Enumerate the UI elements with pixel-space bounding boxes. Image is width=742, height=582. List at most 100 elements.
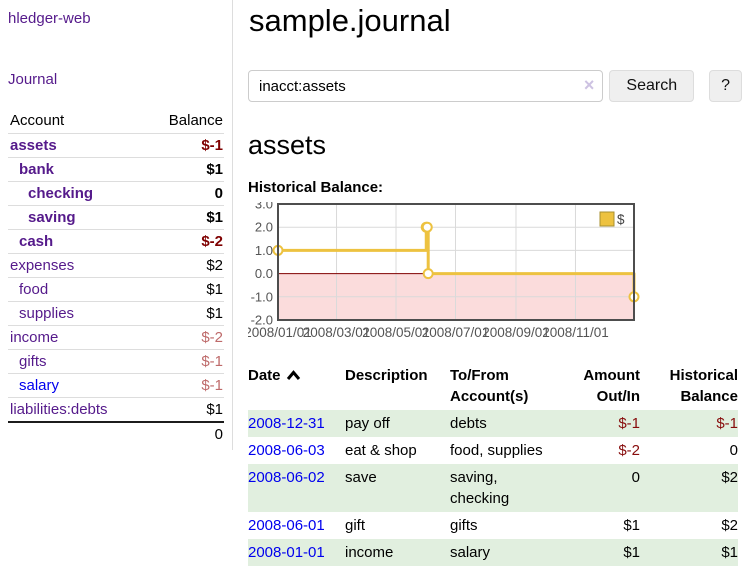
register-table-body: 2008-12-31 pay off debts $-1 $-1 2008-06-03 ea… — [248, 410, 738, 566]
transaction-amount: $1 — [623, 544, 640, 561]
account-row: bank $1 — [8, 157, 224, 182]
account-link-gifts[interactable]: gifts — [19, 353, 47, 370]
accounts-column-header: Account — [10, 112, 65, 129]
account-link-food[interactable]: food — [19, 281, 49, 298]
account-row: assets $-1 — [8, 133, 224, 158]
transaction-balance: $-1 — [716, 415, 738, 432]
plot-border — [277, 203, 635, 321]
account-link-bank[interactable]: bank — [19, 161, 55, 178]
account-row: salary $-1 — [8, 373, 224, 398]
transaction-balance: 0 — [729, 442, 738, 459]
transaction-date-link[interactable]: 2008-12-31 — [248, 415, 325, 432]
transaction-accounts: debts — [450, 415, 487, 432]
y-axis-tick-label: 2.0 — [255, 220, 273, 235]
account-link-income[interactable]: income — [10, 329, 59, 346]
help-button[interactable]: ? — [709, 70, 742, 102]
accounts-total-value: 0 — [145, 421, 224, 446]
account-row: checking 0 — [8, 181, 224, 206]
account-link-liabilities-debts[interactable]: liabilities:debts — [10, 401, 108, 418]
transaction-row: 2008-06-01 gift gifts $1 $2 — [248, 512, 738, 539]
account-balance: $-2 — [145, 229, 224, 254]
register-table: Date Description To/From Account(s) Amou… — [248, 362, 738, 566]
x-axis-tick-label: 2008/11/01 — [542, 325, 609, 340]
account-row: expenses $2 — [8, 253, 224, 278]
data-point-marker — [421, 221, 433, 233]
transaction-date-cell: 2008-06-03 — [248, 437, 345, 464]
transaction-row: 2008-12-31 pay off debts $-1 $-1 — [248, 410, 738, 437]
account-balance: $1 — [145, 205, 224, 230]
y-axis-tick-label: 0.0 — [255, 266, 273, 281]
x-axis-tick-label: 2008/03/01 — [303, 325, 371, 340]
transaction-description: save — [345, 469, 377, 486]
accounts-total-row: 0 — [8, 421, 224, 446]
app-title-link[interactable]: hledger-web — [8, 10, 91, 27]
transaction-row: 2008-01-01 income salary $1 $1 — [248, 539, 738, 566]
transaction-date-cell: 2008-12-31 — [248, 410, 345, 437]
account-row: food $1 — [8, 277, 224, 302]
transaction-amount: $-2 — [618, 442, 640, 459]
x-axis-tick-label: 2008/01/01 — [248, 325, 312, 340]
transaction-row: 2008-06-03 eat & shop food, supplies $-2 0 — [248, 437, 738, 464]
account-row: liabilities:debts $1 — [8, 397, 224, 422]
search-input[interactable] — [248, 70, 604, 102]
transaction-balance: $2 — [721, 517, 738, 534]
sidebar-item-journal[interactable]: Journal — [8, 71, 58, 88]
transaction-date-link[interactable]: 2008-01-01 — [248, 544, 325, 561]
x-axis-tick-label: 2008/07/01 — [422, 325, 490, 340]
legend-label: $ — [617, 212, 625, 227]
account-row: gifts $-1 — [8, 349, 224, 374]
register-header-amount: Amount Out/In — [583, 367, 640, 405]
account-balance: $2 — [145, 253, 224, 278]
account-heading: assets — [248, 130, 327, 160]
account-balance: $-1 — [145, 349, 224, 374]
transaction-date-cell: 2008-06-02 — [248, 464, 345, 512]
account-link-expenses[interactable]: expenses — [10, 257, 75, 274]
transaction-balance: $2 — [721, 469, 738, 486]
transaction-amount: 0 — [631, 469, 640, 486]
account-link-saving[interactable]: saving — [28, 209, 76, 226]
transaction-accounts: saving, checking — [450, 469, 510, 507]
transaction-description: pay off — [345, 415, 390, 432]
register-header-accounts: To/From Account(s) — [450, 367, 529, 405]
account-balance: $-1 — [145, 373, 224, 398]
account-balance: $1 — [145, 301, 224, 326]
transaction-date-link[interactable]: 2008-06-02 — [248, 469, 325, 486]
account-link-salary[interactable]: salary — [19, 377, 60, 394]
y-axis-tick-label: 1.0 — [255, 243, 273, 258]
transaction-accounts: food, supplies — [450, 442, 543, 459]
account-link-assets[interactable]: assets — [10, 137, 57, 154]
sort-asc-icon — [286, 370, 300, 380]
transaction-date-link[interactable]: 2008-06-03 — [248, 442, 325, 459]
register-header-description: Description — [345, 367, 428, 384]
page-title: sample.journal — [249, 3, 451, 38]
y-axis-tick-label: 3.0 — [255, 202, 273, 212]
sidebar: hledger-web Journal Account Balance asse… — [0, 0, 233, 450]
main-content: sample.journal × Search ? assets Histori… — [248, 0, 742, 566]
account-balance: $1 — [145, 277, 224, 302]
balance-column-header: Balance — [168, 112, 223, 129]
account-link-checking[interactable]: checking — [28, 185, 94, 202]
register-header-balance: Historical Balance — [669, 367, 738, 405]
account-balance: $-1 — [145, 133, 224, 158]
historical-balance-chart[interactable]: $3.0 2.0 1.0 0.0 -1.0 -2.0 2008/01/01 2008/03/0… — [248, 202, 742, 344]
x-axis-tick-label: 2008/05/01 — [362, 325, 430, 340]
transaction-date-link[interactable]: 2008-06-01 — [248, 517, 325, 534]
transaction-accounts: gifts — [450, 517, 478, 534]
transaction-balance: $1 — [721, 544, 738, 561]
account-balance: $1 — [145, 157, 224, 182]
account-row: supplies $1 — [8, 301, 224, 326]
search-button[interactable]: Search — [609, 70, 695, 102]
account-balance: 0 — [145, 181, 224, 206]
transaction-accounts: salary — [450, 544, 491, 561]
account-link-cash[interactable]: cash — [19, 233, 54, 250]
clear-search-icon[interactable]: × — [583, 75, 595, 95]
accounts-table: Account Balance assets $-1 bank $1 checking 0… — [8, 108, 224, 446]
account-row: cash $-2 — [8, 229, 224, 254]
account-link-supplies[interactable]: supplies — [19, 305, 75, 322]
account-row: income $-2 — [8, 325, 224, 350]
transaction-amount: $1 — [623, 517, 640, 534]
transaction-amount: $-1 — [618, 415, 640, 432]
transaction-description: eat & shop — [345, 442, 417, 459]
y-axis-tick-label: -1.0 — [251, 289, 273, 304]
data-point-marker — [422, 268, 434, 280]
